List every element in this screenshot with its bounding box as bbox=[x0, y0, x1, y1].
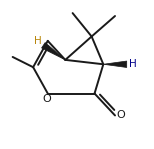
Text: O: O bbox=[42, 94, 51, 104]
Polygon shape bbox=[42, 43, 65, 60]
Text: H: H bbox=[34, 36, 41, 46]
Text: H: H bbox=[129, 59, 136, 69]
Text: O: O bbox=[116, 110, 125, 120]
Polygon shape bbox=[103, 61, 127, 67]
